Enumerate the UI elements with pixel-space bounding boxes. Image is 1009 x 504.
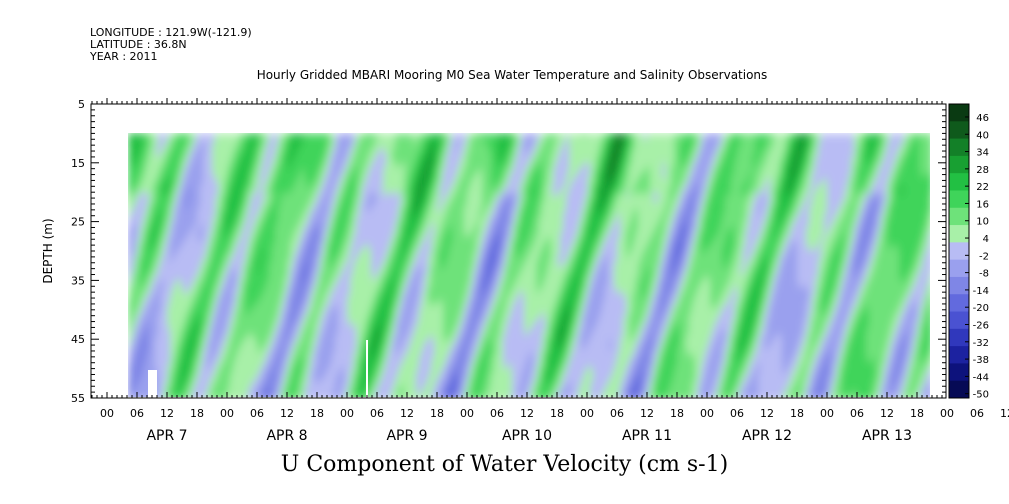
y-tick-label: 25 [71, 216, 85, 229]
x-hour-label: 06 [610, 407, 624, 420]
y-tick-label: 55 [71, 392, 85, 405]
x-hour-label: 06 [970, 407, 984, 420]
x-hour-label: 18 [670, 407, 684, 420]
variable-label: U Component of Water Velocity (cm s-1) [0, 452, 1009, 477]
y-tick-label: 35 [71, 274, 85, 287]
x-hour-label: 06 [370, 407, 384, 420]
chart-title: Hourly Gridded MBARI Mooring M0 Sea Wate… [0, 68, 1009, 82]
colorbar-label: -38 [973, 355, 989, 366]
x-day-label: APR 11 [622, 428, 672, 444]
y-tick-label: 45 [71, 333, 85, 346]
colorbar-label: 10 [976, 217, 989, 228]
year-label: YEAR : 2011 [90, 50, 158, 63]
colorbar-swatch [949, 242, 969, 261]
colorbar-label: 22 [976, 182, 989, 193]
x-hour-label: 00 [100, 407, 114, 420]
colorbar-label: -44 [973, 372, 989, 383]
x-hour-label: 00 [340, 407, 354, 420]
colorbar-swatch [949, 104, 969, 122]
colorbar-swatch [949, 363, 969, 382]
colorbar-label: -32 [973, 338, 989, 349]
colorbar-label: 28 [976, 165, 989, 176]
colorbar-label: -2 [979, 251, 989, 262]
x-hour-label: 18 [910, 407, 924, 420]
colorbar-swatch [949, 346, 969, 364]
colorbar-swatch [949, 259, 969, 278]
x-hour-label: 12 [160, 407, 174, 420]
x-hour-label: 18 [310, 407, 324, 420]
colorbar-label: -20 [973, 303, 989, 314]
colorbar-swatch [949, 121, 969, 139]
x-hour-label: 06 [730, 407, 744, 420]
x-hour-label: 18 [550, 407, 564, 420]
colorbar-swatch [949, 294, 969, 312]
x-day-label: APR 8 [266, 428, 307, 444]
longitude-label: LONGITUDE : 121.9W(-121.9) [90, 26, 252, 39]
colorbar-label: -50 [973, 390, 989, 401]
colorbar-swatch [949, 380, 969, 399]
colorbar-frame [948, 103, 970, 399]
colorbar-label: 46 [976, 113, 989, 124]
x-hour-label: 18 [430, 407, 444, 420]
colorbar-swatch [949, 225, 969, 243]
colorbar-label: -26 [973, 321, 989, 332]
x-hour-label: 00 [940, 407, 954, 420]
x-day-label: APR 12 [742, 428, 792, 444]
x-hour-label: 00 [460, 407, 474, 420]
x-hour-label: 18 [190, 407, 204, 420]
heatmap-field [128, 133, 930, 397]
colorbar-label: 34 [976, 148, 989, 159]
y-tick-label: 5 [78, 98, 85, 111]
x-hour-label: 12 [760, 407, 774, 420]
x-day-label: APR 10 [502, 428, 552, 444]
x-hour-label: 06 [130, 407, 144, 420]
x-hour-label: 12 [520, 407, 534, 420]
x-hour-label: 12 [1000, 407, 1009, 420]
x-hour-label: 18 [790, 407, 804, 420]
colorbar-swatch [949, 173, 969, 191]
colorbar-swatch [949, 311, 969, 330]
colorbar-swatch [949, 138, 969, 157]
latitude-label: LATITUDE : 36.8N [90, 38, 187, 51]
x-hour-label: 00 [580, 407, 594, 420]
colorbar-swatch [949, 190, 969, 209]
colorbar-label: -8 [979, 269, 989, 280]
colorbar-swatch [949, 207, 969, 226]
x-day-label: APR 13 [862, 428, 912, 444]
colorbar-label: 4 [983, 234, 989, 245]
x-hour-label: 12 [640, 407, 654, 420]
x-hour-label: 00 [220, 407, 234, 420]
colorbar-label: -14 [973, 286, 989, 297]
x-hour-label: 12 [400, 407, 414, 420]
y-axis-label: DEPTH (m) [41, 218, 55, 283]
colorbar-swatch [949, 155, 969, 174]
x-hour-label: 12 [280, 407, 294, 420]
x-day-label: APR 9 [386, 428, 427, 444]
x-day-label: APR 7 [146, 428, 187, 444]
x-hour-label: 06 [850, 407, 864, 420]
x-hour-label: 06 [490, 407, 504, 420]
x-hour-label: 12 [880, 407, 894, 420]
colorbar-label: 40 [976, 130, 989, 141]
colorbar-label: 16 [976, 199, 989, 210]
x-hour-label: 06 [250, 407, 264, 420]
x-hour-label: 00 [820, 407, 834, 420]
colorbar-swatch [949, 328, 969, 347]
x-hour-label: 00 [700, 407, 714, 420]
y-tick-label: 15 [71, 157, 85, 170]
colorbar-swatch [949, 276, 969, 295]
